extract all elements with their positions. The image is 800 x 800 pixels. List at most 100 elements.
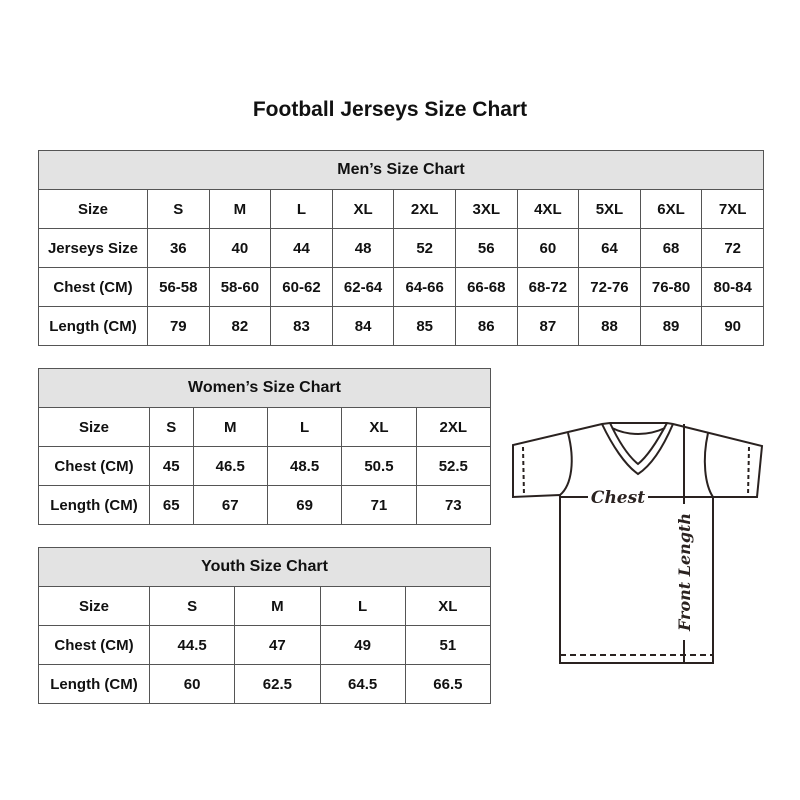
table-cell: 46.5 (192, 446, 268, 486)
table-cell: 60 (148, 664, 236, 704)
table-cell: L (266, 407, 343, 447)
row-header-cell: Chest (CM) (38, 446, 150, 486)
mens-size-table: Men’s Size Chart Size S M L XL 2XL 3XL 4XL 5XL 6X… (38, 150, 764, 346)
table-row: Length (CM) 65 67 69 71 73 (38, 485, 492, 525)
womens-table-title: Women’s Size Chart (38, 368, 491, 408)
table-cell: 69 (266, 485, 343, 525)
right-sleeve-seam (703, 432, 714, 498)
table-row: Size S M L XL 2XL 3XL 4XL 5XL 6XL 7XL (38, 189, 764, 229)
table-cell: 64-66 (393, 267, 456, 307)
table-cell: 66.5 (404, 664, 492, 704)
row-header-cell: Length (CM) (38, 306, 148, 346)
row-header-cell: Chest (CM) (38, 625, 150, 665)
table-cell: M (208, 189, 272, 229)
table-cell: 89 (639, 306, 703, 346)
table-row: Chest (CM) 44.5 47 49 51 (38, 625, 492, 665)
youth-size-table: Youth Size Chart Size S M L XL Chest (CM) 44.5… (38, 547, 492, 704)
table-cell: 40 (208, 228, 272, 268)
table-row: Length (CM) 60 62.5 64.5 66.5 (38, 664, 492, 704)
table-cell: M (234, 586, 321, 626)
table-cell: 80-84 (701, 267, 764, 307)
table-cell: 64.5 (319, 664, 406, 704)
table-cell: 58-60 (208, 267, 272, 307)
table-cell: 67 (192, 485, 268, 525)
table-cell: 6XL (639, 189, 703, 229)
table-cell: 60 (516, 228, 580, 268)
collar (601, 423, 674, 476)
row-header-cell: Size (38, 407, 150, 447)
mens-table-title: Men’s Size Chart (38, 150, 764, 190)
row-header-cell: Jerseys Size (38, 228, 148, 268)
row-header-cell: Size (38, 189, 148, 229)
table-cell: XL (341, 407, 417, 447)
table-cell: 52.5 (415, 446, 492, 486)
table-cell: 72 (701, 228, 764, 268)
front-length-label: Front Length (675, 513, 694, 632)
table-cell: 48 (331, 228, 395, 268)
table-row: Chest (CM) 45 46.5 48.5 50.5 52.5 (38, 446, 492, 486)
table-cell: S (147, 189, 210, 229)
table-cell: 49 (319, 625, 406, 665)
table-cell: L (270, 189, 333, 229)
youth-table-title: Youth Size Chart (38, 547, 491, 587)
row-header-cell: Size (38, 586, 150, 626)
table-cell: 3XL (454, 189, 518, 229)
table-cell: 76-80 (639, 267, 703, 307)
table-cell: 68 (639, 228, 703, 268)
table-cell: 83 (270, 306, 333, 346)
table-cell: 66-68 (454, 267, 518, 307)
table-cell: 4XL (516, 189, 580, 229)
table-cell: 85 (393, 306, 456, 346)
table-row: Size S M L XL (38, 586, 492, 626)
table-cell: 56-58 (147, 267, 210, 307)
table-cell: 84 (331, 306, 395, 346)
table-cell: 72-76 (578, 267, 641, 307)
table-cell: 44.5 (148, 625, 236, 665)
chest-label: Chest (591, 488, 645, 508)
table-cell: 62.5 (234, 664, 321, 704)
collar-inner (609, 422, 668, 466)
table-cell: 5XL (578, 189, 641, 229)
table-cell: 82 (208, 306, 272, 346)
table-cell: 2XL (393, 189, 456, 229)
table-cell: 44 (270, 228, 333, 268)
table-cell: 79 (147, 306, 210, 346)
table-cell: S (149, 407, 194, 447)
table-cell: 90 (701, 306, 764, 346)
table-cell: 7XL (701, 189, 764, 229)
left-sleeve-seam (559, 432, 573, 496)
table-cell: 36 (147, 228, 210, 268)
table-cell: 65 (149, 485, 194, 525)
table-cell: 45 (149, 446, 194, 486)
table-cell: XL (331, 189, 395, 229)
table-cell: 2XL (415, 407, 492, 447)
table-cell: XL (404, 586, 492, 626)
table-cell: 68-72 (516, 267, 580, 307)
table-cell: 73 (415, 485, 492, 525)
page-title: Football Jerseys Size Chart (252, 98, 528, 121)
womens-size-table: Women’s Size Chart Size S M L XL 2XL Chest (CM… (38, 368, 492, 525)
table-cell: 47 (234, 625, 321, 665)
table-row: Size S M L XL 2XL (38, 407, 492, 447)
table-cell: 60-62 (270, 267, 333, 307)
table-cell: 52 (393, 228, 456, 268)
table-cell: 71 (341, 485, 417, 525)
row-header-cell: Length (CM) (38, 664, 150, 704)
table-cell: 88 (578, 306, 641, 346)
table-cell: M (192, 407, 268, 447)
table-row: Length (CM) 79 82 83 84 85 86 87 88 89 90 (38, 306, 764, 346)
table-row: Jerseys Size 36 40 44 48 52 56 60 64 68 72 (38, 228, 764, 268)
row-header-cell: Chest (CM) (38, 267, 148, 307)
table-row: Chest (CM) 56-58 58-60 60-62 62-64 64-66 66-68… (38, 267, 764, 307)
table-cell: 64 (578, 228, 641, 268)
table-cell: 87 (516, 306, 580, 346)
jersey-diagram: Chest Front Length (512, 422, 764, 664)
table-cell: 56 (454, 228, 518, 268)
table-cell: 62-64 (331, 267, 395, 307)
collar-back (611, 427, 666, 435)
row-header-cell: Length (CM) (38, 485, 150, 525)
table-cell: 86 (454, 306, 518, 346)
jersey-outline (512, 422, 764, 664)
table-cell: S (148, 586, 236, 626)
table-cell: L (319, 586, 406, 626)
